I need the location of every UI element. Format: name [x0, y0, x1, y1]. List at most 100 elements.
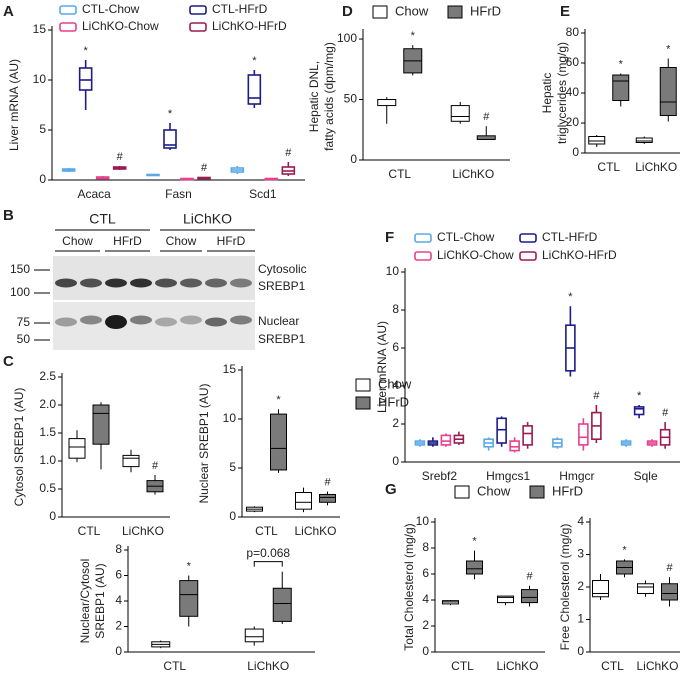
blot-band [205, 317, 227, 327]
y-tick-label: 8 [422, 540, 429, 554]
annotation: * [568, 291, 573, 303]
legend-swatch [372, 5, 388, 19]
y-tick-label: 0.5 [39, 481, 56, 495]
bracket [253, 561, 283, 567]
blot-band [205, 278, 227, 288]
legend-swatch [414, 251, 432, 261]
y-tick-label: 10 [386, 264, 400, 278]
box [450, 105, 470, 122]
annotation: # [483, 111, 490, 123]
box [377, 99, 397, 107]
box [522, 425, 533, 446]
legend-label: LiChKO-HFrD [212, 19, 287, 33]
blot-band [230, 315, 252, 325]
box [633, 406, 645, 416]
y-tick-label: 6 [115, 568, 122, 582]
legend-label: CTL-Chow [437, 230, 495, 244]
panel-label: F [385, 229, 394, 246]
diet-label: Chow [62, 234, 93, 248]
legend-label: LiChKO-HFrD [542, 248, 617, 262]
panel-label: C [3, 353, 14, 370]
y-tick-label: 0 [422, 644, 429, 658]
annotation: * [84, 45, 89, 57]
legend-swatch [355, 378, 371, 392]
box [68, 438, 86, 459]
bracket-label: p=0.068 [246, 546, 290, 560]
y-tick-label: 5 [229, 460, 236, 474]
y-axis-label: Hepatic DNL, [307, 61, 321, 132]
annotation: # [117, 151, 124, 163]
legend-label: CTL-HFrD [212, 2, 268, 16]
legend-swatch [59, 5, 77, 15]
y-tick-label: 100 [337, 31, 357, 45]
box [612, 74, 630, 101]
annotation: * [666, 43, 671, 55]
group-label: CTL [89, 211, 116, 227]
y-tick-label: 2 [422, 618, 429, 632]
y-tick-label: 0 [577, 644, 584, 658]
y-tick-label: 2 [577, 579, 584, 593]
legend-label: Chow [378, 376, 412, 391]
legend-swatch [519, 233, 537, 243]
blot-band [130, 315, 152, 325]
blot-band [55, 317, 77, 327]
legend-label: CTL-HFrD [542, 230, 598, 244]
group-label: LiChKO [183, 211, 232, 227]
y-tick-label: 0 [229, 509, 236, 523]
y-tick-label: 2.0 [39, 397, 56, 411]
box [521, 589, 538, 604]
x-tick-label: CTL [451, 659, 474, 673]
blot-band [155, 278, 177, 288]
y-axis-label: Nuclear/Cytosol [78, 559, 92, 644]
annotation: * [411, 30, 416, 42]
annotation: * [619, 58, 624, 70]
legend-swatch [59, 22, 77, 32]
annotation: * [168, 108, 173, 120]
x-tick-label: CTL [163, 659, 186, 673]
box [122, 454, 140, 468]
box [497, 595, 514, 604]
box [496, 417, 507, 444]
annotation: * [637, 390, 642, 402]
y-tick-label: 15 [33, 22, 47, 36]
y-tick-label: 6 [422, 566, 429, 580]
panel-label: A [3, 3, 14, 20]
ladder-label: 50 [17, 332, 31, 346]
box [509, 440, 520, 452]
box [247, 74, 262, 105]
blot-label: Nuclear [258, 314, 299, 328]
box [78, 67, 93, 91]
y-tick-label: 80 [566, 25, 580, 39]
annotation: # [666, 562, 673, 574]
x-tick-label: Acaca [77, 187, 111, 201]
y-axis-label: Total Cholesterol (mg/g) [402, 523, 416, 650]
blot-nuclear [53, 302, 255, 350]
box [466, 560, 483, 575]
panel-label: B [3, 207, 14, 224]
x-tick-label: Srebf2 [422, 469, 458, 483]
y-tick-label: 10 [416, 514, 430, 528]
legend-swatch [519, 251, 537, 261]
y-tick-label: 0 [39, 172, 46, 186]
y-tick-label: 8 [392, 302, 399, 316]
box [440, 434, 452, 446]
legend-swatch [529, 485, 545, 499]
x-tick-label: LiChKO [496, 659, 538, 673]
x-tick-label: LiChKO [452, 167, 494, 181]
y-tick-label: 1 [577, 612, 584, 626]
box [92, 404, 110, 445]
box [578, 423, 589, 446]
legend-swatch [189, 22, 207, 32]
y-tick-label: 0 [392, 454, 399, 468]
annotation: # [526, 571, 533, 583]
blot-label: SREBP1 [258, 332, 306, 346]
y-axis-label: Liver mRNA (AU) [375, 321, 389, 413]
box [588, 136, 606, 145]
diet-label: HFrD [113, 234, 142, 248]
x-tick-label: LiChKO [635, 160, 677, 174]
y-tick-label: 3 [577, 547, 584, 561]
annotation: * [276, 394, 281, 406]
y-tick-label: 6 [392, 340, 399, 354]
x-tick-label: Scd1 [249, 187, 277, 201]
x-tick-label: CTL [388, 167, 411, 181]
